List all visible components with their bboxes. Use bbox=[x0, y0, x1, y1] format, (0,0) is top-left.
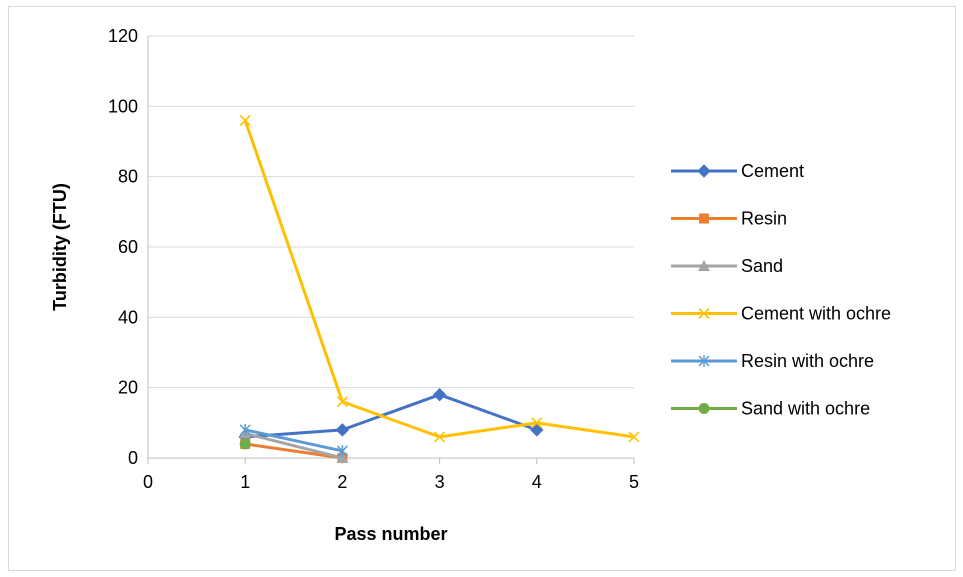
y-tick-label: 0 bbox=[128, 448, 138, 468]
legend-item: Cement with ochre bbox=[671, 304, 891, 324]
y-tick-label: 120 bbox=[108, 26, 138, 46]
series-layer bbox=[238, 114, 640, 463]
marker-stroke bbox=[239, 114, 251, 126]
x-tick-label: 0 bbox=[143, 472, 153, 492]
gridlines bbox=[148, 35, 634, 389]
legend-item: Cement bbox=[671, 161, 804, 181]
series-line bbox=[244, 442, 343, 460]
legend-item: Sand with ochre bbox=[671, 399, 870, 419]
series-line bbox=[244, 428, 343, 453]
x-tick-label: 5 bbox=[629, 472, 639, 492]
legend-label: Resin bbox=[741, 209, 787, 229]
data-point bbox=[698, 307, 710, 320]
y-tick-label: 40 bbox=[118, 307, 138, 327]
y-tick-label: 20 bbox=[118, 378, 138, 398]
data-point bbox=[531, 417, 543, 429]
data-point bbox=[336, 396, 348, 408]
x-tick-label: 3 bbox=[435, 472, 445, 492]
legend-item: Resin with ochre bbox=[671, 351, 874, 371]
data-point bbox=[335, 423, 350, 437]
data-point bbox=[699, 213, 709, 224]
legend-label: Sand bbox=[741, 256, 783, 276]
series-line bbox=[244, 431, 343, 460]
legend-label: Resin with ochre bbox=[741, 351, 874, 371]
legend-item: Resin bbox=[671, 209, 787, 229]
x-tick-label: 1 bbox=[240, 472, 250, 492]
axes: 0 20 40 60 80 100 120 0 1 2 3 4 5 bbox=[108, 26, 639, 492]
marker-stroke bbox=[336, 396, 348, 408]
legend: Cement Resin Sand Cement with ochre Resin wi… bbox=[671, 161, 891, 419]
y-tick-label: 80 bbox=[118, 167, 138, 187]
chart-frame bbox=[8, 6, 956, 571]
marker-stroke bbox=[628, 431, 640, 443]
marker-stroke bbox=[434, 431, 446, 443]
data-point bbox=[336, 452, 349, 463]
x-tick-label: 4 bbox=[532, 472, 542, 492]
x-tick-label: 2 bbox=[337, 472, 347, 492]
series-cement-with-ochre bbox=[239, 114, 640, 443]
data-point bbox=[239, 423, 251, 436]
marker-stroke bbox=[698, 307, 710, 320]
data-point bbox=[697, 164, 711, 178]
data-point bbox=[432, 387, 447, 402]
series-resin bbox=[240, 438, 348, 463]
data-point bbox=[530, 423, 544, 437]
series-resin-with-ochre bbox=[239, 423, 348, 457]
legend-label: Cement bbox=[741, 161, 804, 181]
data-point bbox=[434, 431, 446, 443]
series-line bbox=[245, 393, 538, 439]
data-point bbox=[239, 438, 251, 450]
data-point bbox=[698, 355, 710, 367]
y-tick-label: 60 bbox=[118, 237, 138, 257]
data-point bbox=[698, 260, 710, 271]
series-sand-with-ochre bbox=[239, 438, 251, 450]
legend-label: Cement with ochre bbox=[741, 304, 891, 324]
legend-item: Sand bbox=[671, 256, 783, 276]
x-axis-title: Pass number bbox=[334, 524, 447, 544]
data-point bbox=[336, 444, 348, 457]
legend-label: Sand with ochre bbox=[741, 399, 870, 419]
y-tick-label: 100 bbox=[108, 96, 138, 116]
y-axis-title: Turbidity (FTU) bbox=[50, 183, 70, 311]
series-cement bbox=[238, 387, 544, 444]
data-point bbox=[698, 403, 710, 414]
data-point bbox=[239, 114, 251, 126]
data-point bbox=[628, 431, 640, 443]
marker-stroke bbox=[531, 417, 543, 429]
